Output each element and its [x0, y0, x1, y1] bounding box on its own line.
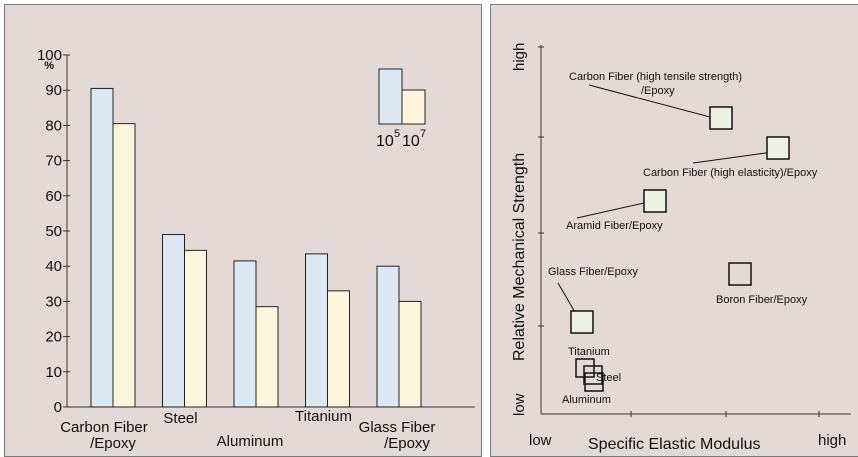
x-category-label: /Epoxy [90, 435, 136, 452]
material-point-box [709, 106, 733, 130]
y-tick-label: 0 [54, 399, 62, 416]
scatter-chart: low Specific Elastic Modulus high low Relati… [511, 43, 851, 453]
point-label: Glass Fiber/Epoxy [548, 266, 638, 278]
x-category-label: Steel [163, 410, 197, 427]
y-tick-label: 40 [45, 258, 62, 275]
legend-label-base: 10 [376, 133, 394, 150]
x-axis-high-label: high [818, 432, 846, 449]
bar-10e5 [376, 265, 400, 408]
point-label: /Epoxy [641, 85, 675, 97]
legend-label-base: 10 [402, 133, 420, 150]
bar-10e5 [233, 260, 257, 408]
y-tick-label: 90 [45, 82, 62, 99]
leader-line [692, 151, 774, 164]
legend-label-exp: 5 [394, 128, 400, 140]
bar-10e7 [255, 306, 279, 408]
legend-swatch-10e7 [401, 89, 426, 125]
material-point-box [583, 365, 603, 385]
point-label: Aluminum [562, 394, 611, 406]
material-point-box [728, 262, 752, 286]
y-tick-label: 20 [45, 329, 62, 346]
x-category-label: Glass Fiber [359, 419, 436, 436]
point-label: Titanium [568, 346, 610, 358]
y-tick-label: 60 [45, 188, 62, 205]
x-category-label: Titanium [295, 408, 352, 425]
legend-label-exp: 7 [420, 128, 426, 140]
bar-10e7 [112, 123, 136, 408]
bar-10e5 [305, 253, 328, 408]
y-tick-label: 80 [45, 117, 62, 134]
y-tick-label: 10 [45, 364, 62, 381]
point-label: Boron Fiber/Epoxy [716, 294, 808, 306]
bar-10e7 [184, 249, 207, 408]
y-axis-high-label: high [511, 43, 528, 71]
point-label: Carbon Fiber (high elasticity)/Epoxy [643, 167, 818, 179]
scatter-chart-panel: low Specific Elastic Modulus high low Relati… [490, 4, 858, 457]
x-category-label: /Epoxy [384, 435, 430, 452]
y-tick-label: 70 [45, 153, 62, 170]
point-label: Steel [596, 372, 621, 384]
bar-chart: 0 10 20 30 40 50 60 70 80 90 100% Carbon Fiber/Epox… [37, 47, 475, 452]
y-axis-title: Relative Mechanical Strength [511, 153, 528, 361]
y-axis-low-label: low [511, 393, 528, 416]
point-label: Carbon Fiber (high tensile strength) [569, 71, 742, 83]
leader-line [588, 84, 711, 118]
y-tick-label: 30 [45, 293, 62, 310]
x-category-label: Aluminum [217, 433, 284, 450]
point-label: Aramid Fiber/Epoxy [566, 220, 663, 232]
y-unit-label: % [44, 60, 54, 72]
bar-10e5 [162, 234, 185, 408]
bar-10e5 [90, 87, 114, 408]
legend-swatch-10e5 [378, 68, 403, 125]
x-axis-low-label: low [529, 432, 552, 449]
x-axis-title: Specific Elastic Modulus [588, 436, 761, 453]
x-category-label: Carbon Fiber [60, 419, 148, 436]
material-point-box [584, 372, 604, 392]
material-point-box [643, 189, 667, 213]
y-tick-label: 50 [45, 223, 62, 240]
y-tick-label: 100 [37, 47, 62, 64]
material-point-box [766, 136, 790, 160]
leader-line [576, 202, 645, 219]
material-point-box [570, 310, 594, 334]
bar-chart-panel: 0 10 20 30 40 50 60 70 80 90 100% Carbon Fiber/Epox… [4, 4, 482, 457]
bar-10e7 [398, 300, 422, 408]
bar-10e7 [327, 290, 350, 408]
